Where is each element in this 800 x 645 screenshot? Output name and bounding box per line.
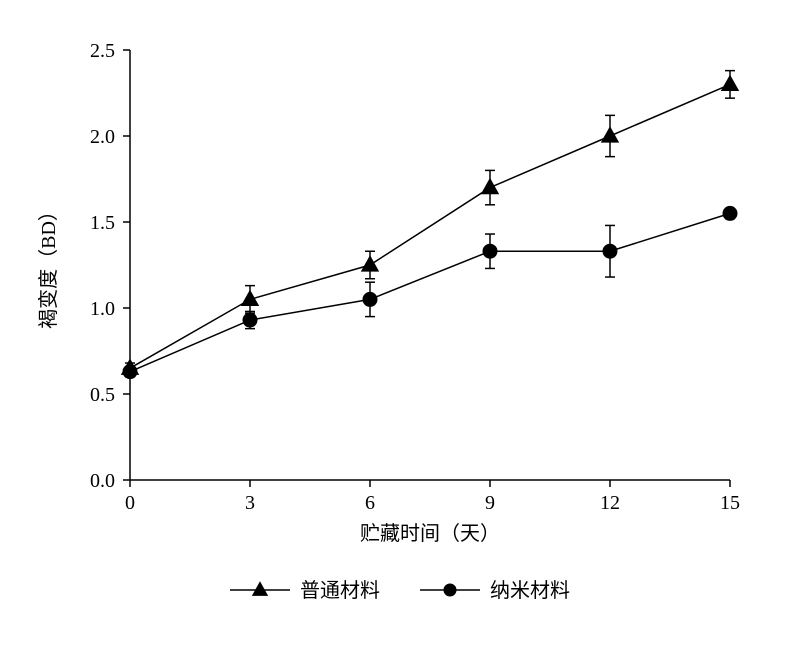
x-tick-label: 15 — [720, 492, 740, 514]
circle-marker — [243, 313, 257, 327]
y-tick-label: 2.0 — [90, 126, 115, 148]
y-tick-label: 0.5 — [90, 384, 115, 406]
circle-marker — [444, 584, 456, 596]
y-tick-label: 0.0 — [90, 470, 115, 492]
legend-label: 普通材料 — [300, 579, 380, 602]
circle-marker — [483, 244, 497, 258]
y-tick-label: 1.5 — [90, 212, 115, 234]
x-tick-label: 12 — [600, 492, 620, 514]
line-chart: 0.0 0.5 1.0 1.5 2.0 2.5 0 3 6 9 12 15 褐变度（BD） 贮藏时间（天）… — [0, 0, 800, 645]
circle-marker — [603, 244, 617, 258]
circle-marker — [723, 206, 737, 220]
x-tick-label: 6 — [365, 492, 375, 514]
x-axis-label: 贮藏时间（天） — [360, 522, 500, 545]
y-tick-label: 2.5 — [90, 40, 115, 62]
chart-container: 0.0 0.5 1.0 1.5 2.0 2.5 0 3 6 9 12 15 褐变度（BD） 贮藏时间（天）… — [0, 0, 800, 645]
x-tick-label: 9 — [485, 492, 495, 514]
y-axis-label: 褐变度（BD） — [37, 201, 60, 329]
x-tick-label: 0 — [125, 492, 135, 514]
y-tick-label: 1.0 — [90, 298, 115, 320]
circle-marker — [363, 292, 377, 306]
legend-label: 纳米材料 — [490, 579, 570, 602]
x-tick-label: 3 — [245, 492, 255, 514]
circle-marker — [123, 365, 137, 379]
